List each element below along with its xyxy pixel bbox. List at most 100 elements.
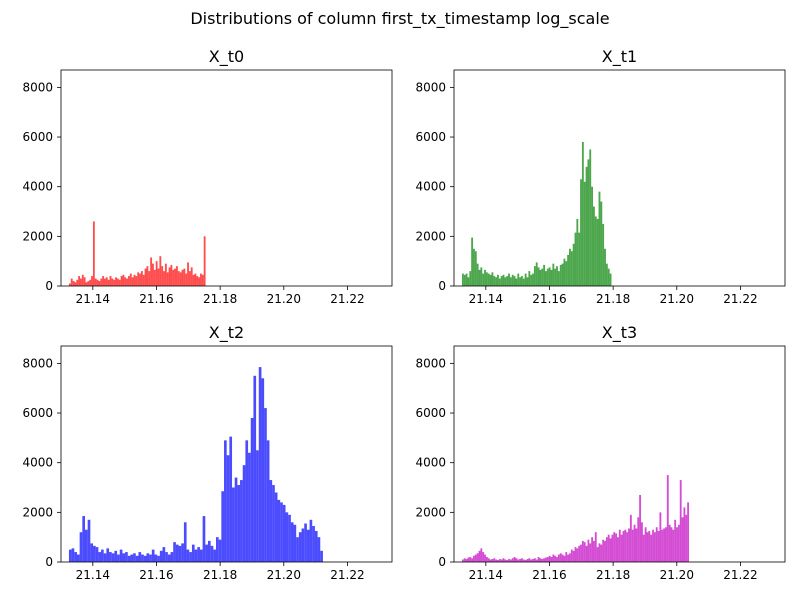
histogram-bar [556, 266, 558, 286]
histogram-bar [92, 221, 95, 286]
histogram-bar [190, 267, 193, 286]
x-tick-label: 21.14 [469, 568, 503, 582]
histogram-bar [135, 555, 139, 562]
histogram-bar [598, 191, 601, 286]
histogram-bar [661, 529, 664, 562]
subplot-title: X_t0 [209, 47, 244, 67]
histogram-bar [173, 542, 176, 562]
histogram-bar [532, 559, 534, 562]
histogram-bar [644, 527, 647, 562]
histogram-bar [141, 554, 144, 562]
histogram-bar [607, 534, 610, 562]
histogram-bar [607, 268, 610, 286]
x-tick-label: 21.22 [330, 568, 364, 582]
histogram-bar [76, 279, 79, 286]
histogram-bar [559, 264, 562, 286]
histogram-bar [280, 502, 283, 562]
histogram-bar [137, 272, 140, 286]
axes-frame [453, 345, 786, 563]
histogram-bar [200, 273, 202, 286]
histogram-bar [594, 532, 597, 562]
histogram-bar [602, 539, 605, 562]
y-tick-label: 6000 [22, 406, 53, 420]
histogram-bar [546, 557, 549, 562]
histogram-bar [474, 554, 477, 562]
histogram-bar [256, 450, 259, 562]
histogram-bar [604, 540, 606, 562]
histogram-bar [203, 236, 206, 286]
histogram-bar [469, 271, 472, 286]
histogram-bar [519, 559, 522, 562]
y-tick-label: 2000 [415, 229, 446, 243]
histogram-bar [489, 559, 492, 562]
histogram-bar [524, 273, 527, 286]
histogram-bar [105, 277, 108, 286]
histogram-bar [149, 554, 152, 562]
histogram-bar [178, 545, 182, 562]
histogram-bar [229, 436, 233, 562]
x-tick-label: 21.16 [532, 568, 566, 582]
histogram-bar [485, 272, 488, 286]
histogram-bar [552, 263, 555, 286]
histogram-bar [666, 475, 669, 562]
histogram-bar [113, 279, 116, 286]
histogram-bar [183, 268, 186, 286]
histogram-bar [484, 554, 486, 562]
histogram-bar [585, 545, 588, 562]
histogram-bar [102, 276, 105, 286]
histogram-bar [122, 553, 126, 562]
histogram-bar [122, 274, 125, 286]
histogram-bar [101, 549, 104, 562]
x-tick-label: 21.20 [660, 568, 694, 582]
x-tick-label: 21.18 [203, 292, 237, 306]
histogram-bar [596, 218, 599, 286]
histogram-bar [672, 529, 675, 562]
histogram-bar [129, 273, 132, 286]
histogram-bar [587, 539, 590, 562]
histogram-bar [82, 516, 85, 562]
histogram-bar [583, 181, 586, 286]
histogram-bar [508, 273, 510, 286]
histogram-bar [467, 277, 470, 286]
histogram-bar [202, 516, 206, 562]
histogram-bar [465, 559, 468, 562]
histogram-bar [179, 272, 182, 286]
y-tick-label: 8000 [22, 356, 53, 370]
histogram-bar [526, 277, 529, 286]
histogram-bar [240, 480, 243, 562]
histogram-bar [497, 560, 499, 562]
histogram-bar [473, 555, 475, 562]
histogram-bar [142, 274, 145, 286]
histogram-bar [183, 522, 187, 562]
histogram-bar [493, 276, 496, 286]
histogram-bar [653, 532, 656, 562]
histogram-bar [646, 532, 649, 562]
histogram-bar [526, 559, 529, 562]
histogram-bar [600, 201, 603, 286]
histogram-bar [221, 491, 225, 562]
histogram-bar [504, 277, 507, 286]
histogram-bar [293, 524, 297, 562]
histogram-bar [120, 276, 123, 286]
histogram-bar [556, 557, 558, 562]
histogram-bar [125, 552, 128, 562]
histogram-bar [509, 559, 512, 562]
histogram-bar [201, 274, 204, 286]
histogram-bar [471, 558, 474, 562]
histogram-bar [187, 262, 189, 286]
histogram-bar [111, 278, 114, 286]
histogram-bar [96, 279, 99, 286]
histogram-bar [677, 524, 680, 562]
histogram-bar [674, 519, 677, 562]
histogram-bar [98, 552, 102, 562]
histogram-bar [609, 273, 612, 286]
histogram-bar [576, 218, 579, 286]
histogram-bar [253, 375, 257, 562]
histogram-bar [557, 271, 560, 286]
subplot-x-t0: X_t0 21.14 21.16 21.18 21.20 21.22 0 2000 4000 60… [22, 47, 393, 306]
histogram-bar [515, 558, 518, 562]
histogram-bar [581, 540, 584, 562]
x-tick-label: 21.22 [723, 568, 757, 582]
histogram-bar [561, 554, 564, 562]
histogram-bar [583, 542, 586, 562]
